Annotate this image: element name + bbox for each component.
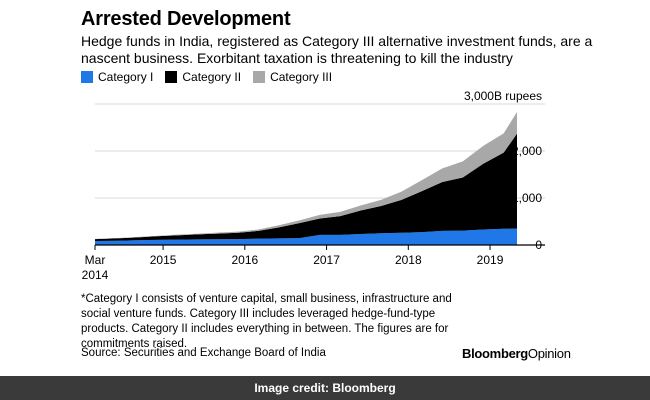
legend-item-category-3: Category III — [253, 70, 332, 84]
legend-swatch-category-1 — [81, 71, 93, 83]
legend-item-category-1: Category I — [81, 70, 153, 84]
brand-light: Opinion — [527, 346, 571, 361]
area-series-category-i — [95, 228, 517, 245]
legend-swatch-category-2 — [165, 71, 178, 83]
x-tick-label-5: 2019 — [477, 253, 504, 267]
y-tick-label-3000: 3,000B rupees — [464, 89, 542, 103]
chart-subtitle: Hedge funds in India, registered as Cate… — [81, 33, 593, 66]
legend-swatch-category-3 — [253, 71, 266, 83]
x-tick-label-0: Mar — [85, 253, 106, 267]
brand-bold: Bloomberg — [462, 346, 528, 361]
image-credit-text: Image credit: Bloomberg — [254, 381, 396, 395]
footnote: *Category I consists of venture capital,… — [81, 293, 452, 350]
source-note: Source: Securities and Exchange Board of… — [81, 347, 326, 359]
x-tick-label-3: 2017 — [313, 253, 340, 267]
chart-title: Arrested Development — [81, 8, 291, 30]
image-credit-bar: Image credit: Bloomberg — [0, 376, 650, 400]
x-tick-label-0-line2: 2014 — [82, 268, 109, 282]
y-tick-label-0: 0 — [535, 238, 542, 252]
x-tick-label-4: 2018 — [395, 253, 422, 267]
area-series-category-iii — [95, 111, 517, 240]
legend: Category I Category II Category III — [81, 70, 344, 84]
x-tick-label-1: 2015 — [150, 253, 177, 267]
legend-label-category-1: Category I — [98, 70, 154, 84]
area-series-category-ii — [95, 133, 517, 242]
legend-label-category-2: Category II — [182, 70, 242, 84]
y-tick-label-1000: 1,000 — [512, 191, 542, 205]
y-tick-label-2000: 2,000 — [512, 144, 542, 158]
bloomberg-opinion-logo: BloombergOpinion — [462, 346, 571, 361]
x-tick-label-2: 2016 — [231, 253, 258, 267]
legend-item-category-2: Category II — [165, 70, 241, 84]
legend-label-category-3: Category III — [270, 70, 333, 84]
